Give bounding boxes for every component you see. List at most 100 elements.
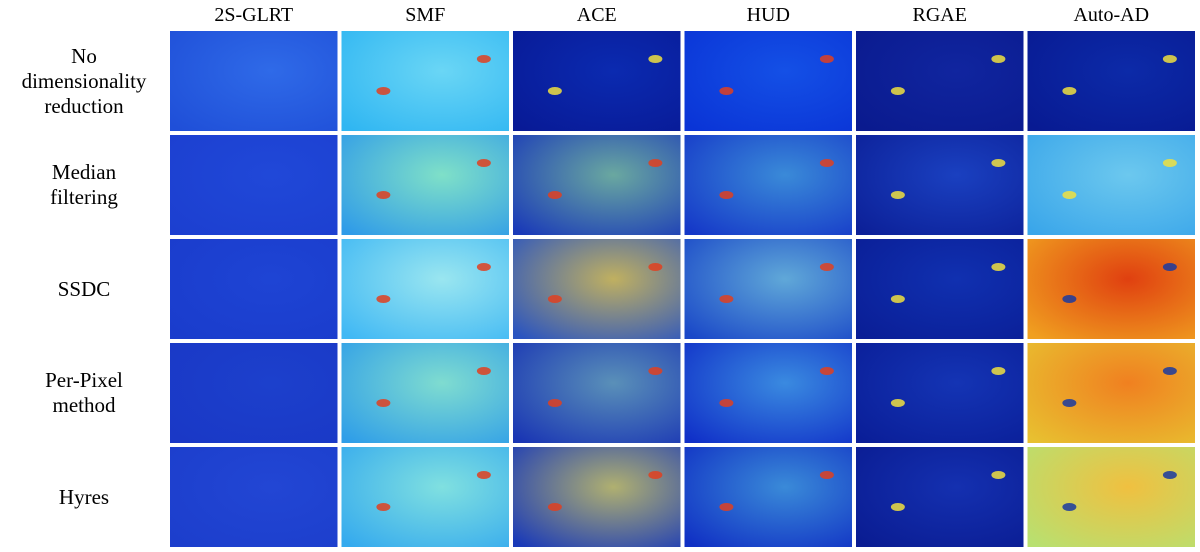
target-blob xyxy=(547,399,562,407)
target-blob xyxy=(991,263,1006,271)
row-label: No dimensionality reduction xyxy=(0,31,168,131)
image-cell xyxy=(513,343,681,443)
target-blob xyxy=(1162,367,1177,375)
target-blob xyxy=(890,295,905,303)
target-blob xyxy=(648,159,663,167)
image-cell xyxy=(1027,239,1195,339)
image-cell xyxy=(341,135,509,235)
target-blob xyxy=(547,503,562,511)
row-label-line: Hyres xyxy=(58,484,110,509)
target-blob xyxy=(991,55,1006,63)
row-label: Median filtering xyxy=(0,135,168,235)
image-cell xyxy=(170,239,338,339)
image-cell xyxy=(513,239,681,339)
row-label: Hyres xyxy=(0,447,168,547)
column-header: Auto-AD xyxy=(1073,4,1150,26)
image-cell xyxy=(856,31,1024,131)
row-label-line: No xyxy=(71,43,97,68)
image-cell xyxy=(341,31,509,131)
image-cell xyxy=(1027,343,1195,443)
image-cell xyxy=(513,31,681,131)
image-cell xyxy=(170,135,338,235)
image-cell xyxy=(684,447,852,547)
target-blob xyxy=(1162,159,1177,167)
target-blob xyxy=(719,295,734,303)
target-blob xyxy=(819,367,834,375)
row-label-line: Per-Pixel xyxy=(45,368,123,392)
target-blob xyxy=(476,263,491,271)
target-blob xyxy=(648,55,663,63)
target-blob xyxy=(991,159,1006,167)
column-header: HUD xyxy=(746,4,790,26)
target-blob xyxy=(1162,55,1177,63)
image-cell xyxy=(170,31,338,131)
column-header: 2S-GLRT xyxy=(214,4,294,26)
image-cell xyxy=(856,135,1024,235)
row-label-line: method xyxy=(52,393,116,417)
target-blob xyxy=(547,295,562,303)
column-header: ACE xyxy=(576,4,617,26)
row-label-line: filtering xyxy=(50,185,118,209)
target-blob xyxy=(1062,399,1077,407)
target-blob xyxy=(476,159,491,167)
target-blob xyxy=(819,263,834,271)
target-blob xyxy=(1062,191,1077,199)
image-cell xyxy=(684,135,852,235)
target-blob xyxy=(648,263,663,271)
image-cell xyxy=(684,239,852,339)
target-blob xyxy=(476,55,491,63)
image-cell xyxy=(856,447,1024,547)
target-blob xyxy=(376,87,391,95)
target-blob xyxy=(991,367,1006,375)
target-blob xyxy=(819,55,834,63)
target-blob xyxy=(1162,471,1177,479)
target-blob xyxy=(1062,503,1077,511)
target-blob xyxy=(376,191,391,199)
image-cell xyxy=(856,343,1024,443)
image-cell xyxy=(341,447,509,547)
target-blob xyxy=(376,295,391,303)
target-blob xyxy=(719,399,734,407)
target-blob xyxy=(476,471,491,479)
row-label: SSDC xyxy=(0,239,168,339)
image-cell xyxy=(341,343,509,443)
image-cell xyxy=(1027,135,1195,235)
image-cell xyxy=(170,343,338,443)
image-cell xyxy=(1027,31,1195,131)
column-header: RGAE xyxy=(912,4,967,26)
row-label-line: reduction xyxy=(44,93,124,118)
row-label-line: Median xyxy=(51,160,117,184)
target-blob xyxy=(376,503,391,511)
image-cell xyxy=(341,239,509,339)
target-blob xyxy=(819,471,834,479)
target-blob xyxy=(648,367,663,375)
image-cell xyxy=(513,447,681,547)
target-blob xyxy=(1062,295,1077,303)
target-blob xyxy=(547,87,562,95)
column-header: SMF xyxy=(405,4,446,26)
target-blob xyxy=(991,471,1006,479)
image-cell xyxy=(684,343,852,443)
target-blob xyxy=(719,503,734,511)
image-cell xyxy=(513,135,681,235)
target-blob xyxy=(476,367,491,375)
target-blob xyxy=(719,191,734,199)
target-blob xyxy=(648,471,663,479)
row-label-line: SSDC xyxy=(57,276,111,301)
image-cell xyxy=(856,239,1024,339)
image-cell xyxy=(684,31,852,131)
target-blob xyxy=(890,87,905,95)
target-blob xyxy=(547,191,562,199)
row-label-line: dimensionality xyxy=(21,68,147,93)
row-label: Per-Pixel method xyxy=(0,343,168,443)
target-blob xyxy=(1062,87,1077,95)
target-blob xyxy=(890,399,905,407)
target-blob xyxy=(719,87,734,95)
target-blob xyxy=(819,159,834,167)
target-blob xyxy=(1162,263,1177,271)
image-cell xyxy=(170,447,338,547)
target-blob xyxy=(890,191,905,199)
target-blob xyxy=(890,503,905,511)
